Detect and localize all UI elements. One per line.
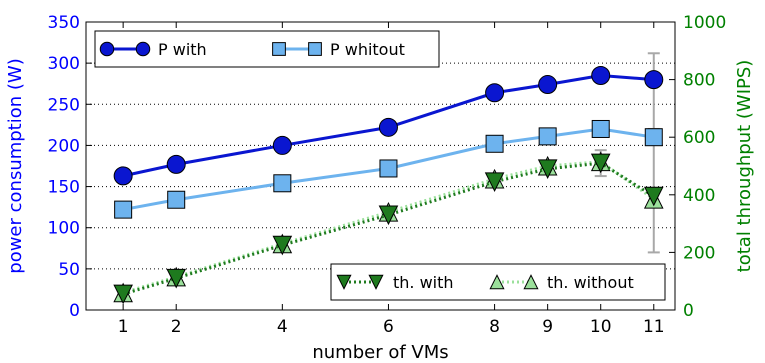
x-tick-label: 9 xyxy=(542,317,553,337)
data-point-p-with xyxy=(272,135,292,155)
data-point-th-with xyxy=(484,172,505,192)
data-point-th-with xyxy=(272,235,293,256)
series-p-with xyxy=(113,65,664,186)
data-point-th-with xyxy=(643,186,664,207)
legend-top-box xyxy=(94,30,440,68)
series-p-whitout xyxy=(114,119,663,219)
data-point-p-with xyxy=(538,75,558,95)
y-left-tick-label: 300 xyxy=(48,54,80,74)
series-th-with xyxy=(113,153,664,305)
y-left-tick-label: 0 xyxy=(69,301,80,321)
legend-swatch-marker-th-with xyxy=(368,274,384,290)
data-point-p-with xyxy=(113,166,133,186)
y-left-tick-label: 100 xyxy=(48,219,80,239)
legend-swatch-marker-p-whitout xyxy=(308,42,322,56)
data-point-th-with xyxy=(590,153,611,174)
legend-swatch-marker-p-with xyxy=(99,41,115,57)
y-axis-right-label: total throughput (WIPS) xyxy=(734,60,755,273)
y-left-tick-label: 250 xyxy=(48,95,80,115)
y-right-tick-label: 1000 xyxy=(683,13,726,33)
series-layer xyxy=(113,65,664,305)
legend-swatch-marker-th-without xyxy=(489,274,505,290)
legend-label-th-without: th. without xyxy=(547,273,634,292)
x-tick-label: 11 xyxy=(643,317,665,337)
data-point-p-whitout xyxy=(591,119,610,138)
data-point-p-whitout xyxy=(644,128,663,147)
x-axis-label: number of VMs xyxy=(312,342,448,363)
data-point-p-with xyxy=(485,83,505,103)
data-point-p-whitout xyxy=(167,190,186,209)
legend-bottom: th. with th. without xyxy=(330,263,666,301)
x-tick-label: 2 xyxy=(171,317,182,337)
y-left-tick-label: 350 xyxy=(48,13,80,33)
data-point-th-with xyxy=(378,205,399,226)
y-right-tick-label: 400 xyxy=(683,186,715,206)
y-right-tick-label: 200 xyxy=(683,243,715,263)
data-point-p-whitout xyxy=(379,159,398,178)
y-left-tick-label: 150 xyxy=(48,178,80,198)
data-point-p-whitout xyxy=(538,127,557,146)
x-tick-label: 4 xyxy=(277,317,288,337)
data-point-th-with xyxy=(113,284,133,305)
data-point-p-whitout xyxy=(114,200,133,219)
data-point-p-whitout xyxy=(273,174,292,193)
x-tick-label: 1 xyxy=(118,317,129,337)
y-left-tick-label: 200 xyxy=(48,136,80,156)
x-tick-label: 8 xyxy=(489,317,500,337)
data-point-p-with xyxy=(378,117,398,137)
data-point-p-with xyxy=(591,65,611,85)
y-axis-left-label: power consumption (W) xyxy=(5,58,26,273)
data-point-p-with xyxy=(166,154,186,174)
legend-swatch-marker-th-without xyxy=(523,274,539,290)
data-point-p-with xyxy=(644,70,664,90)
legend-swatch-marker-p-whitout xyxy=(272,42,286,56)
legend-swatch-marker-th-with xyxy=(336,274,352,290)
data-point-p-whitout xyxy=(485,134,504,153)
plot-frame xyxy=(85,21,676,311)
legend-label-p-with: P with xyxy=(158,40,207,59)
y-right-tick-label: 0 xyxy=(683,301,694,321)
legend-swatch-marker-p-with xyxy=(135,41,151,57)
legend-top: P with P whitout xyxy=(94,30,440,68)
legend-top-swatches xyxy=(99,41,322,57)
x-tick-label: 6 xyxy=(383,317,394,337)
legend-label-th-with: th. with xyxy=(393,273,454,292)
legend-bottom-swatches xyxy=(336,274,539,290)
y-right-tick-label: 600 xyxy=(683,128,715,148)
data-point-th-with xyxy=(166,268,187,289)
data-point-th-with xyxy=(537,159,558,179)
legend-label-p-whitout: P whitout xyxy=(330,40,405,59)
x-tick-label: 10 xyxy=(590,317,612,337)
y-left-tick-label: 50 xyxy=(58,260,80,280)
y-right-tick-label: 800 xyxy=(683,71,715,91)
axis-ticks: 0 50 100 150 200 250 300 350 0 200 400 600 800 1000 1 2… xyxy=(48,13,727,337)
